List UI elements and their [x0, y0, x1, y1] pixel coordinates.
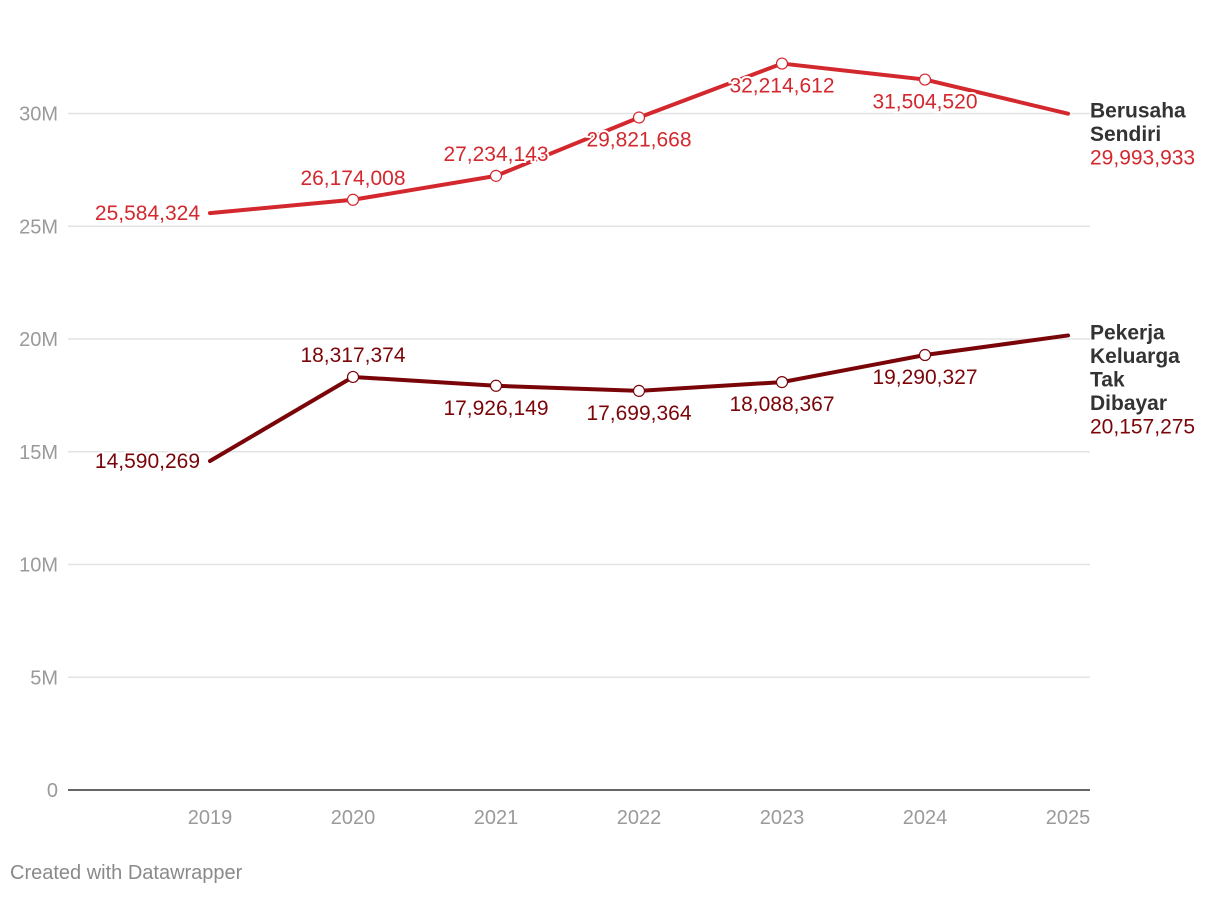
series-end-value: 29,993,933 [1090, 147, 1195, 170]
series [208, 57, 1070, 463]
y-tick-label: 15M [19, 442, 58, 464]
data-point-marker [346, 193, 360, 206]
y-tick-label: 5M [30, 667, 58, 689]
data-label: 26,174,008 [300, 167, 405, 190]
data-label: 19,290,327 [872, 366, 977, 389]
data-point-marker [489, 169, 503, 182]
x-tick-label: 2021 [474, 807, 519, 829]
x-tick-label: 2023 [760, 807, 805, 829]
series-name-label: Berusaha [1090, 100, 1186, 123]
series-name-label: Sendiri [1090, 123, 1161, 146]
axes: 0 5M 10M 15M 20M 25M 30M 2019 2020 2021 2022 2023 20… [19, 104, 1090, 830]
data-point-marker [775, 57, 789, 70]
series-name-label: Dibayar [1090, 392, 1167, 415]
y-tick-label: 30M [19, 104, 58, 126]
x-tick-label: 2024 [903, 807, 948, 829]
data-labels: 25,584,324 26,174,008 27,234,143 29,821,668… [93, 73, 1195, 475]
data-point-marker [918, 348, 932, 362]
data-label: 17,699,364 [586, 402, 691, 425]
footer-credit: Created with Datawrapper [10, 862, 243, 884]
x-tick-label: 2022 [617, 807, 662, 829]
y-tick-label: 25M [19, 216, 58, 238]
x-tick-label: 2019 [188, 807, 233, 829]
data-label: 18,088,367 [729, 393, 834, 416]
data-label: 14,590,269 [95, 450, 200, 473]
x-tick-label: 2020 [331, 807, 376, 829]
x-tick-label: 2025 [1046, 807, 1091, 829]
data-label: 17,926,149 [443, 397, 548, 420]
data-label: 18,317,374 [300, 344, 405, 367]
data-point-marker [632, 111, 646, 124]
data-label: 29,821,668 [586, 129, 691, 152]
gridlines [68, 112, 1090, 678]
data-label: 27,234,143 [443, 143, 548, 166]
data-label: 25,584,324 [95, 202, 200, 225]
data-label: 32,214,612 [729, 75, 834, 98]
data-point-marker [489, 379, 503, 392]
data-label: 31,504,520 [872, 91, 977, 114]
series-name-label: Keluarga [1090, 345, 1180, 368]
y-tick-label: 10M [19, 555, 58, 577]
series-name-label: Tak [1090, 368, 1125, 391]
data-point-marker [775, 376, 789, 389]
y-tick-label: 20M [19, 329, 58, 351]
data-point-marker [918, 73, 932, 86]
series-name-label: Pekerja [1090, 321, 1165, 344]
data-point-marker [346, 370, 360, 384]
y-tick-label: 0 [47, 780, 58, 802]
data-point-marker [632, 384, 646, 397]
series-end-value: 20,157,275 [1090, 415, 1195, 438]
